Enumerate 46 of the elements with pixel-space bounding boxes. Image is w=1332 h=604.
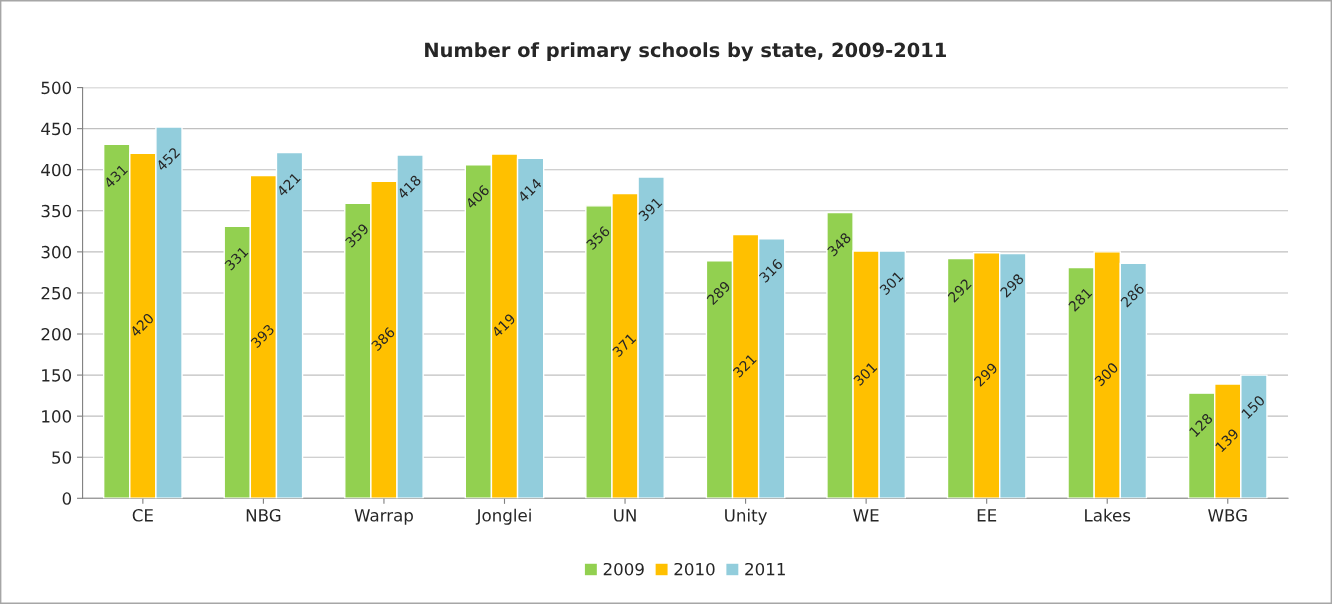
data-label: 419: [491, 312, 517, 338]
data-label: 371: [611, 332, 637, 358]
legend-label: 2010: [674, 562, 715, 576]
legend-label: 2011: [745, 562, 785, 576]
data-label: 289: [706, 280, 731, 306]
data-label: 431: [103, 164, 129, 189]
x-tick-label: UN: [614, 509, 636, 522]
data-label: 321: [732, 353, 757, 378]
legend-label: 2009: [603, 562, 644, 576]
x-tick-label: NBG: [246, 509, 281, 522]
data-label: 406: [464, 184, 490, 210]
y-tick-label: 350: [41, 204, 72, 218]
data-label: 139: [1214, 427, 1240, 453]
data-label: 418: [396, 174, 422, 200]
y-tick-label: 200: [41, 327, 72, 341]
x-tick-label: Jonglei: [475, 508, 531, 525]
data-label: 452: [155, 146, 181, 172]
x-tick-label: EE: [977, 509, 997, 522]
data-label: 331: [224, 246, 249, 271]
y-tick-label: 300: [41, 245, 72, 259]
y-tick-label: 50: [52, 451, 72, 464]
y-tick-label: 400: [41, 163, 72, 177]
data-label: 281: [1067, 287, 1093, 312]
data-label: 414: [517, 177, 543, 203]
data-label: 391: [637, 196, 663, 222]
data-label: 301: [852, 361, 878, 387]
x-tick-label: WBG: [1208, 509, 1247, 522]
y-tick-label: 500: [41, 81, 72, 95]
chart-title: Number of primary schools by state, 2009-2011: [425, 42, 946, 62]
x-tick-label: Warrap: [354, 509, 413, 525]
data-label: 421: [276, 172, 301, 197]
data-label: 420: [129, 312, 155, 338]
data-label: 301: [879, 270, 904, 296]
y-tick-label: 100: [42, 410, 72, 423]
x-tick-label: CE: [132, 509, 153, 522]
data-label: 128: [1188, 412, 1214, 438]
y-tick-label: 250: [41, 286, 72, 300]
data-label: 300: [1094, 361, 1119, 387]
x-tick-label: WE: [853, 509, 879, 522]
y-tick-label: 450: [41, 122, 72, 136]
y-tick-label: 150: [42, 369, 72, 382]
x-tick-label: Unity: [725, 508, 767, 525]
data-label: 393: [250, 323, 275, 349]
x-tick-label: Lakes: [1085, 508, 1131, 522]
data-label: 150: [1241, 394, 1266, 420]
y-tick-label: 0: [62, 492, 72, 505]
